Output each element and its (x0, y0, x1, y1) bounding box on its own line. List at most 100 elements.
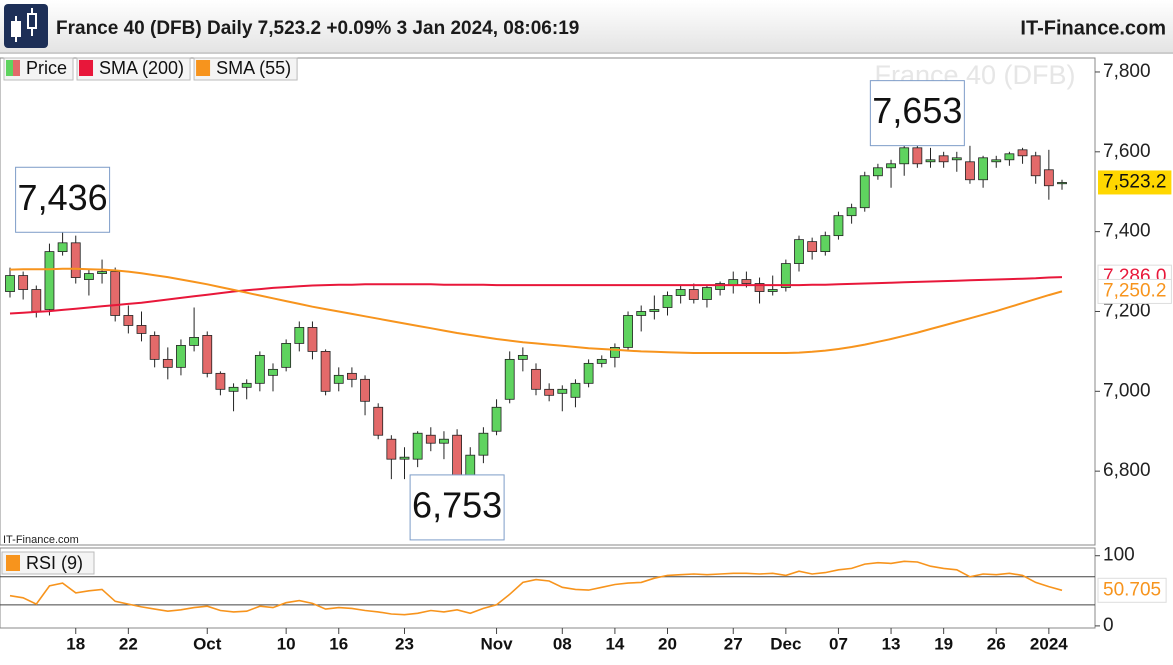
candle-body (846, 207, 857, 217)
candle-body (452, 434, 463, 480)
candle-body (425, 434, 436, 444)
candle-body (294, 327, 305, 344)
x-tick-label: 16 (329, 634, 348, 653)
candle-body (610, 347, 620, 358)
candle-body (31, 289, 42, 312)
candle-body (123, 315, 134, 326)
x-tick-label: Nov (480, 634, 513, 653)
candle-body (991, 159, 1002, 163)
candle-body (873, 167, 883, 177)
candle-body (307, 327, 318, 352)
candle-body (215, 372, 226, 390)
candle-body (478, 432, 489, 456)
candle-body (557, 388, 568, 394)
candle-body (320, 350, 331, 392)
legend-swatch (6, 555, 20, 571)
candle-body (623, 315, 633, 348)
candle-body (5, 275, 15, 292)
candle-body (1057, 182, 1067, 185)
candle-body (399, 456, 410, 460)
legend-item (76, 57, 191, 81)
candle-body (965, 161, 975, 181)
candle-body (1030, 155, 1041, 177)
candle-body (925, 159, 936, 163)
y-tick-label: 0 (1103, 615, 1114, 636)
candle-body (241, 382, 252, 388)
last-value-label: 50.705 (1103, 579, 1161, 600)
x-tick-label: 22 (119, 634, 138, 653)
annotation-label: 6,753 (412, 484, 502, 525)
candle-body (1017, 149, 1028, 157)
x-tick-label: 2024 (1030, 634, 1068, 653)
annotation-label: 7,436 (18, 177, 108, 218)
logo (4, 4, 48, 48)
candle-body (544, 388, 555, 396)
x-tick-label: Dec (770, 634, 801, 653)
x-tick-label: 18 (66, 634, 85, 653)
candle-body (110, 271, 121, 316)
header-bar (0, 0, 1173, 52)
annotation-box (869, 80, 965, 147)
candle-body (662, 295, 673, 308)
x-tick-label: 26 (987, 634, 1006, 653)
candle-body (754, 283, 765, 292)
candle-body (899, 147, 910, 165)
candle-body (504, 358, 515, 400)
y-tick-label: 7,800 (1103, 61, 1151, 82)
candle-body (439, 438, 449, 444)
candle-body (912, 147, 923, 165)
last-value-label: 7,523.2 (1103, 171, 1166, 192)
legend-item (3, 57, 74, 81)
candle-body (583, 362, 594, 384)
legend-swatch (196, 60, 211, 76)
candle-body (70, 242, 81, 278)
x-tick-label: 10 (277, 634, 296, 653)
candle-body (97, 271, 107, 274)
candle-body (886, 163, 896, 169)
series-line (9, 276, 1063, 315)
last-value-box (1097, 577, 1167, 603)
logo-candles (11, 8, 37, 42)
candle-body (491, 406, 502, 432)
candle-body (254, 354, 265, 384)
candle-body (176, 345, 186, 368)
candle-body (951, 157, 962, 161)
source: IT-Finance.com (3, 534, 79, 546)
candle-body (333, 374, 344, 384)
candle-body (149, 335, 160, 360)
series-line (9, 560, 1063, 616)
candle-body (859, 175, 870, 209)
x-tick-label: 19 (934, 634, 953, 653)
legend-item (193, 57, 298, 81)
candle-body (373, 406, 384, 436)
candle-body (780, 263, 791, 288)
candle-body (412, 432, 423, 460)
header-title: France 40 (DFB) Daily 7,523.2 +0.09% 3 J… (56, 18, 579, 39)
x-tick-label: 23 (395, 634, 414, 653)
plot-layer: 6,800 7,000 7,200 7,400 7,600 7,800 0 100 18 22 Oc… (0, 57, 1172, 653)
legend-label: Price (26, 58, 67, 78)
last-value-label: 7,250.2 (1103, 280, 1166, 301)
candle-body (767, 289, 778, 292)
x-tick-label: Oct (193, 634, 222, 653)
y-tick-label: 7,600 (1103, 141, 1151, 162)
candle-body (228, 386, 239, 392)
candle-body (84, 273, 94, 280)
candle-body (386, 438, 397, 460)
candle-body (44, 251, 55, 310)
candle-body (1004, 153, 1015, 161)
candle-body (978, 157, 988, 181)
rsi-panel (0, 547, 1096, 629)
candle-body (820, 235, 831, 253)
legend-label: RSI (9) (26, 553, 83, 573)
candle-body (596, 358, 607, 364)
y-tick-label: 7,000 (1103, 380, 1151, 401)
header-site: IT-Finance.com (1020, 17, 1166, 39)
legend-item (1, 551, 95, 575)
candle-body (1043, 169, 1054, 187)
candle-body (18, 275, 29, 290)
legend-label: SMA (200) (99, 58, 184, 78)
candle-body (794, 239, 804, 264)
legend-swatch (6, 60, 13, 76)
candle-body (741, 279, 752, 284)
